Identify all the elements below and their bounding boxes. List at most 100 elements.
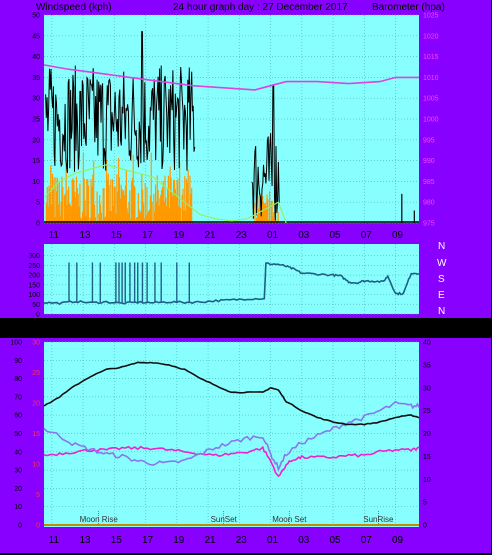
top-left-tick: 40 — [32, 54, 40, 61]
bottom-red-tick: 10 — [32, 461, 40, 468]
compass-w: W — [437, 258, 447, 269]
graph-title: 24 hour graph day : 27 December 2017 — [173, 2, 348, 13]
middle-grid — [44, 244, 419, 315]
bottom-left-tick: 100 — [10, 340, 22, 347]
humidity-line — [43, 445, 420, 478]
top-left-tick: 5 — [36, 200, 40, 207]
compass-e: E — [438, 290, 445, 301]
bottom-left-tick: 30 — [14, 468, 22, 475]
top-left-tick: 35 — [32, 75, 40, 82]
top-x-tick: 07 — [361, 230, 373, 241]
top-right-tick: 1010 — [423, 75, 439, 82]
rainfall-header: Rainfall (mm) — [2, 323, 61, 334]
top-left-tick: 10 — [32, 179, 40, 186]
top-right-tick: 1005 — [423, 96, 439, 103]
top-right-tick: 1020 — [423, 33, 439, 40]
bottom-right-tick: 20 — [423, 431, 431, 438]
compass-labels: N W S E N — [437, 241, 447, 317]
middle-left-tick: 300 — [28, 253, 40, 260]
compass-n-top: N — [438, 241, 445, 252]
bottom-left-tick: 40 — [14, 449, 22, 456]
bottom-right-tick: 40 — [423, 340, 431, 347]
bottom-grid — [44, 341, 419, 526]
top-right-tick: 985 — [423, 179, 435, 186]
bottom-x-tick: 07 — [361, 535, 373, 546]
bottom-x-tick: 11 — [49, 535, 60, 546]
bottom-ticks: 0102030405060708090100051015202530051015… — [10, 339, 431, 546]
top-x-tick: 03 — [298, 230, 310, 241]
bottom-left-tick: 0 — [18, 523, 22, 530]
bottom-x-tick: 17 — [142, 535, 154, 546]
gust-smooth-line — [43, 164, 287, 224]
bottom-left-tick: 20 — [14, 486, 22, 493]
top-x-tick: 13 — [80, 230, 92, 241]
bottom-right-tick: 35 — [423, 362, 431, 369]
bottom-x-tick: 23 — [236, 535, 248, 546]
top-x-tick: 09 — [392, 230, 404, 241]
windspeed-trace — [45, 31, 196, 173]
top-x-tick: 23 — [236, 230, 248, 241]
bottom-right-tick: 5 — [423, 500, 427, 507]
sun-moon-annotations: Moon Rise SunSet Moon Set SunRise — [80, 511, 394, 525]
top-x-tick: 15 — [111, 230, 123, 241]
bottom-left-tick: 80 — [14, 376, 22, 383]
temperature-header: Temperature (°C) — [312, 323, 389, 334]
middle-left-tick: 100 — [28, 292, 40, 299]
bottom-right-tick: 30 — [423, 385, 431, 392]
top-left-tick: 0 — [36, 221, 40, 228]
humidity-header: Humidity (%) — [67, 323, 124, 334]
bottom-x-tick: 19 — [173, 535, 185, 546]
bottom-left-tick: 50 — [14, 431, 22, 438]
bottom-x-tick: 03 — [298, 535, 310, 546]
top-right-tick: 1000 — [423, 117, 439, 124]
dewpoint-line — [43, 400, 420, 473]
bottom-red-tick: 30 — [32, 339, 40, 346]
bottom-x-tick: 05 — [330, 535, 342, 546]
bottom-right-tick: 25 — [423, 408, 431, 415]
bottom-right-tick: 0 — [423, 523, 427, 530]
top-x-tick: 21 — [205, 230, 217, 241]
annotation-label: SunSet — [211, 515, 238, 524]
bottom-red-tick: 20 — [32, 400, 40, 407]
bottom-x-tick: 13 — [80, 535, 92, 546]
direction-spikes — [68, 262, 191, 303]
barometer-header: Barometer (hpa) — [372, 2, 445, 13]
top-x-tick: 19 — [173, 230, 185, 241]
top-right-tick: 990 — [423, 158, 435, 165]
top-left-tick: 45 — [32, 33, 40, 40]
bottom-red-tick: 5 — [36, 492, 40, 499]
top-left-tick: 20 — [32, 137, 40, 144]
top-left-tick: 15 — [32, 158, 40, 165]
top-grid — [44, 14, 419, 224]
windspeed-header: Windspeed (kph) — [36, 2, 112, 13]
top-right-tick: 980 — [423, 200, 435, 207]
annotation-label: Moon Rise — [80, 515, 119, 524]
bottom-red-tick: 0 — [36, 523, 40, 530]
bottom-x-tick: 15 — [111, 535, 123, 546]
middle-left-tick: 0 — [36, 312, 40, 319]
dewpoint-header: Dew Point (°C) — [392, 323, 458, 334]
middle-left-tick: 150 — [28, 282, 40, 289]
gust-series — [44, 152, 279, 223]
compass-s: S — [438, 274, 445, 285]
top-right-tick: 1025 — [423, 13, 439, 20]
middle-left-tick: 50 — [32, 302, 40, 309]
bottom-x-tick: 09 — [392, 535, 404, 546]
bottom-left-tick: 90 — [14, 358, 22, 365]
bottom-x-tick: 21 — [205, 535, 217, 546]
bottom-right-tick: 10 — [423, 477, 431, 484]
bottom-left-tick: 60 — [14, 413, 22, 420]
top-ticks: 0510152025303540455097598098599099510001… — [32, 13, 438, 242]
bottom-left-tick: 10 — [14, 504, 22, 511]
top-right-tick: 975 — [423, 221, 435, 228]
top-left-tick: 30 — [32, 96, 40, 103]
compass-n-bottom: N — [438, 306, 445, 317]
bottom-x-tick: 01 — [267, 535, 279, 546]
temperature-line — [43, 361, 420, 426]
middle-left-tick: 250 — [28, 263, 40, 270]
bottom-plot-area — [44, 342, 419, 527]
top-left-tick: 50 — [32, 13, 40, 20]
middle-left-tick: 200 — [28, 273, 40, 280]
top-right-tick: 1015 — [423, 54, 439, 61]
